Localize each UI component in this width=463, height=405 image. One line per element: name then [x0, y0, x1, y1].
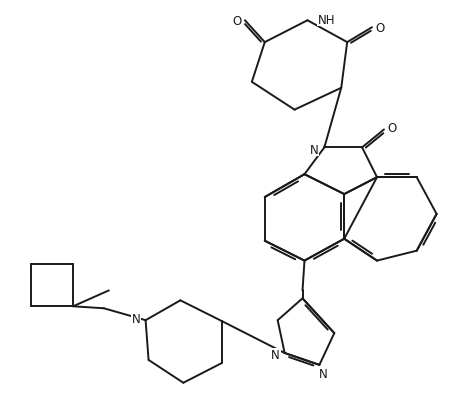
Text: NH: NH [318, 14, 335, 27]
Text: O: O [387, 122, 396, 135]
Text: N: N [271, 349, 280, 362]
Text: N: N [310, 143, 319, 156]
Text: N: N [132, 312, 141, 325]
Text: N: N [319, 367, 328, 380]
Text: O: O [232, 15, 242, 28]
Text: O: O [375, 21, 385, 34]
